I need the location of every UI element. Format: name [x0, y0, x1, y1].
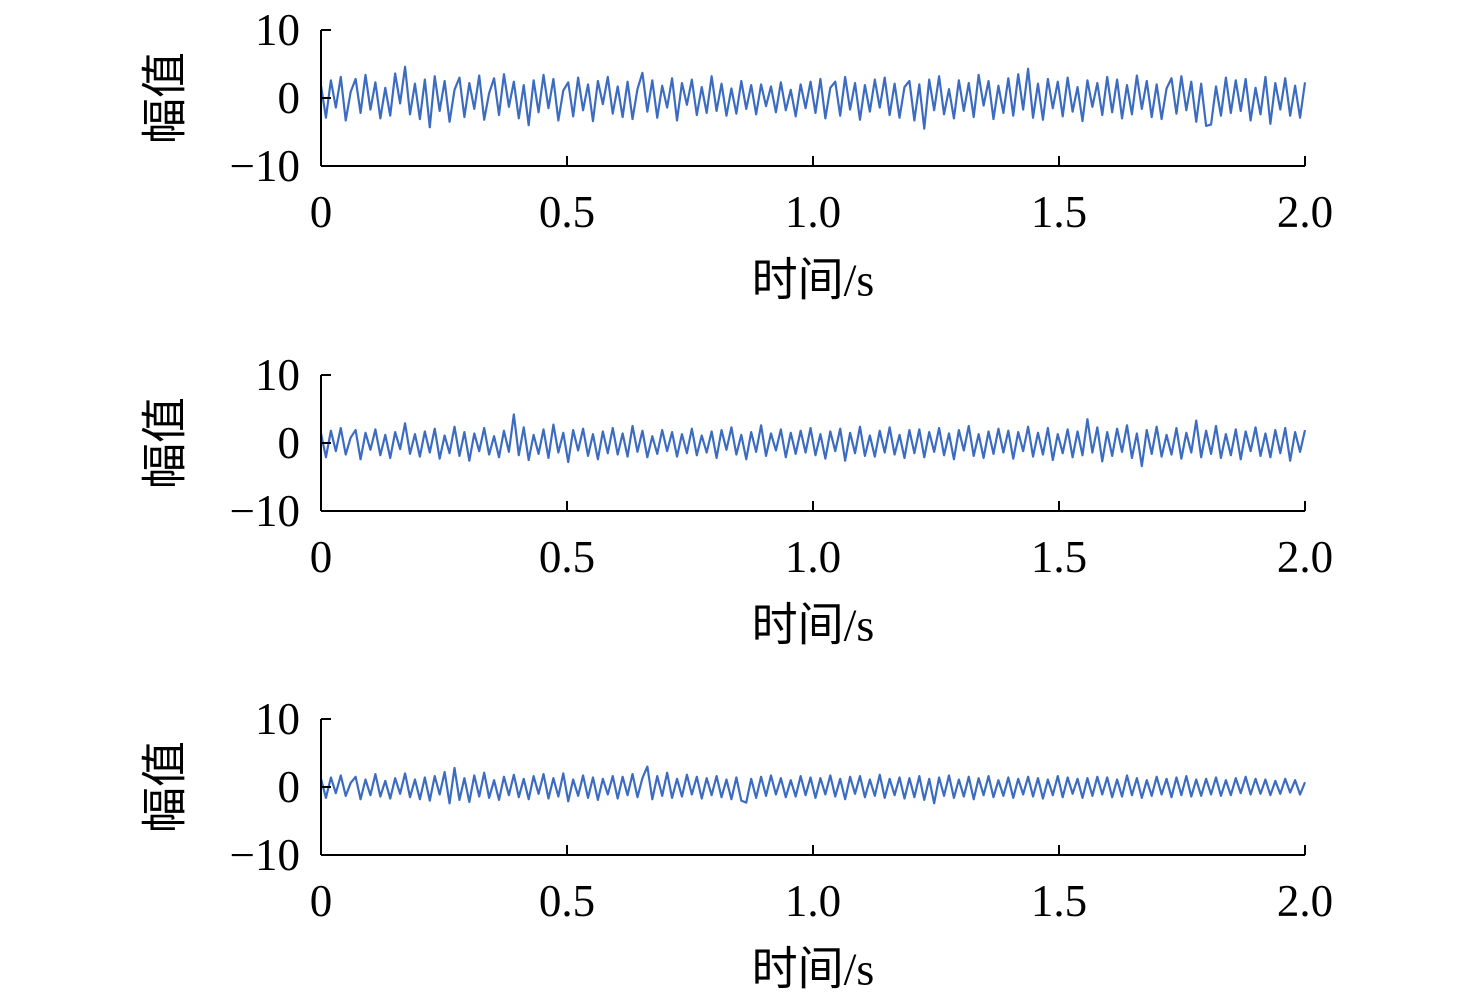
x-axis-label: 时间/s [752, 600, 875, 651]
signal-line [319, 765, 1307, 805]
y-axis-label: 幅值 [140, 397, 191, 489]
x-tick-label: 1.0 [785, 532, 841, 582]
x-tick-label: 0 [310, 187, 333, 237]
x-tick-label: 0.5 [539, 876, 595, 926]
y-tick-label: 0 [278, 418, 301, 468]
y-axis-label: 幅值 [140, 741, 191, 833]
y-tick-label: −10 [230, 830, 300, 880]
x-tick-label: 0 [310, 532, 333, 582]
y-tick-label: 10 [255, 350, 300, 400]
y-axis-label: 幅值 [140, 52, 191, 144]
x-tick-label: 2.0 [1277, 187, 1333, 237]
y-tick-label: 10 [255, 694, 300, 744]
x-tick-label: 1.0 [785, 187, 841, 237]
y-tick-label: −10 [230, 141, 300, 191]
x-tick-label: 0.5 [539, 187, 595, 237]
x-tick-label: 1.0 [785, 876, 841, 926]
signal-line [319, 65, 1307, 130]
x-tick-label: 1.5 [1031, 187, 1087, 237]
x-tick-label: 2.0 [1277, 876, 1333, 926]
y-tick-label: 0 [278, 762, 301, 812]
x-tick-label: 1.5 [1031, 876, 1087, 926]
x-tick-label: 1.5 [1031, 532, 1087, 582]
y-tick-label: 10 [255, 5, 300, 55]
x-tick-label: 0.5 [539, 532, 595, 582]
y-tick-label: −10 [230, 486, 300, 536]
x-tick-label: 0 [310, 876, 333, 926]
signal-line [319, 413, 1307, 468]
y-tick-label: 0 [278, 73, 301, 123]
x-tick-label: 2.0 [1277, 532, 1333, 582]
x-axis-label: 时间/s [752, 255, 875, 306]
x-axis-label: 时间/s [752, 944, 875, 995]
